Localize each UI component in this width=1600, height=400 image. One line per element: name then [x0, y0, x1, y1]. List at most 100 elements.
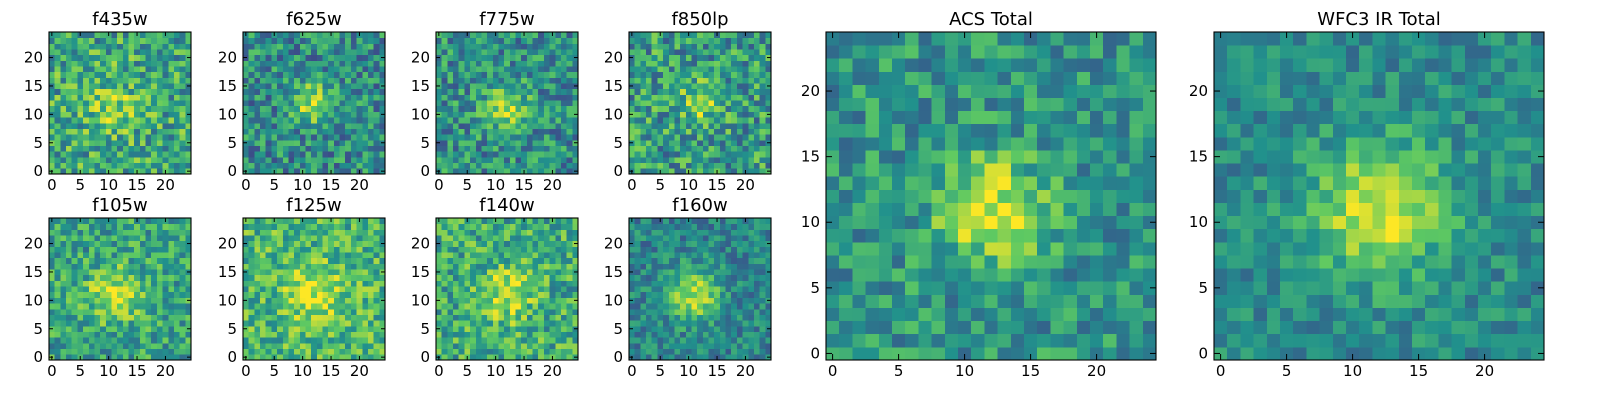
heatmap-cell [725, 320, 732, 327]
heatmap-cell [311, 105, 318, 112]
heatmap-cell [657, 54, 664, 61]
heatmap-cell [345, 105, 352, 112]
heatmap-cell [311, 229, 318, 236]
heatmap-cell [736, 314, 743, 321]
heatmap-cell [447, 54, 454, 61]
heatmap-cell [260, 291, 267, 298]
heatmap-cell [156, 32, 163, 39]
heatmap-cell [515, 88, 522, 95]
heatmap-cell [111, 303, 118, 310]
heatmap-cell [543, 223, 550, 230]
heatmap-cell [66, 331, 73, 338]
heatmap-cell [60, 325, 67, 332]
heatmap-cell [515, 291, 522, 298]
heatmap-cell [674, 37, 681, 44]
heatmap-cell [475, 94, 482, 101]
heatmap-cell [657, 331, 664, 338]
heatmap-cell [470, 303, 477, 310]
heatmap-cell [629, 122, 636, 129]
heatmap-cell [88, 257, 95, 264]
heatmap-cell [299, 71, 306, 78]
heatmap-cell [173, 291, 181, 298]
heatmap-cell [254, 145, 261, 152]
heatmap-cell [657, 128, 664, 135]
heatmap-cell [128, 162, 135, 169]
heatmap-cell [543, 257, 550, 264]
heatmap-cell [736, 162, 743, 169]
heatmap-cell [657, 269, 664, 276]
heatmap-cell [674, 274, 681, 281]
heatmap-cell [629, 105, 636, 112]
heatmap-cell [94, 134, 101, 141]
heatmap-cell [753, 308, 761, 315]
heatmap-cell [271, 83, 278, 90]
heatmap-cell [288, 139, 295, 146]
heatmap-cell [94, 263, 101, 270]
heatmap-cell [657, 111, 664, 118]
heatmap-cell [481, 71, 488, 78]
heatmap-cell [453, 122, 460, 129]
heatmap-cell [441, 83, 448, 90]
heatmap-cell [634, 320, 641, 327]
heatmap-cell [680, 60, 687, 67]
heatmap-cell [765, 77, 772, 84]
heatmap-cell [362, 274, 369, 281]
heatmap-cell [668, 117, 675, 124]
heatmap-cell [254, 257, 261, 264]
heatmap-cell [719, 162, 726, 169]
heatmap-cell [139, 274, 146, 281]
heatmap-cell [379, 291, 386, 298]
heatmap-cell [685, 128, 692, 135]
heatmap-cell [373, 257, 380, 264]
heatmap-cell [294, 274, 301, 281]
heatmap-cell [265, 320, 272, 327]
heatmap-cell [504, 240, 511, 247]
heatmap-cell [532, 43, 539, 50]
heatmap-cell [122, 252, 129, 259]
heatmap-cell [49, 162, 56, 169]
heatmap-cell [179, 331, 186, 338]
heatmap-cell [736, 94, 743, 101]
heatmap-cell [674, 71, 681, 78]
heatmap-cell [498, 111, 505, 118]
heatmap-cell [185, 134, 192, 141]
heatmap-cell [122, 303, 129, 310]
heatmap-cell [487, 235, 494, 242]
heatmap-cell [100, 71, 107, 78]
heatmap-cell [145, 122, 152, 129]
heatmap-cell [753, 88, 761, 95]
heatmap-cell [549, 348, 556, 355]
heatmap-cell [333, 83, 340, 90]
heatmap-cell [162, 88, 169, 95]
heatmap-cell [54, 111, 61, 118]
heatmap-cell [316, 325, 323, 332]
heatmap-cell [697, 77, 704, 84]
heatmap-cell [379, 151, 386, 158]
heatmap-cell [282, 274, 289, 281]
heatmap-cell [504, 337, 511, 344]
heatmap-cell [725, 134, 732, 141]
heatmap-cell [145, 252, 152, 259]
heatmap-cell [139, 117, 146, 124]
heatmap-cell [742, 88, 749, 95]
heatmap-cell [759, 280, 766, 287]
heatmap-cell [260, 229, 267, 236]
heatmap-cell [122, 240, 129, 247]
heatmap-cell [555, 139, 562, 146]
heatmap-cell [248, 83, 255, 90]
heatmap-cell [288, 269, 295, 276]
heatmap-cell [94, 337, 101, 344]
heatmap-cell [487, 303, 494, 310]
heatmap-cell [49, 100, 56, 107]
heatmap-cell [532, 229, 539, 236]
heatmap-cell [350, 139, 357, 146]
heatmap-cell [697, 286, 704, 293]
heatmap-cell [139, 308, 146, 315]
heatmap-cell [339, 223, 346, 230]
heatmap-cell [680, 134, 687, 141]
heatmap-cell [680, 291, 687, 298]
heatmap-cell [731, 117, 738, 124]
heatmap-cell [185, 43, 192, 50]
heatmap-cell [373, 111, 380, 118]
heatmap-cell [560, 354, 568, 361]
